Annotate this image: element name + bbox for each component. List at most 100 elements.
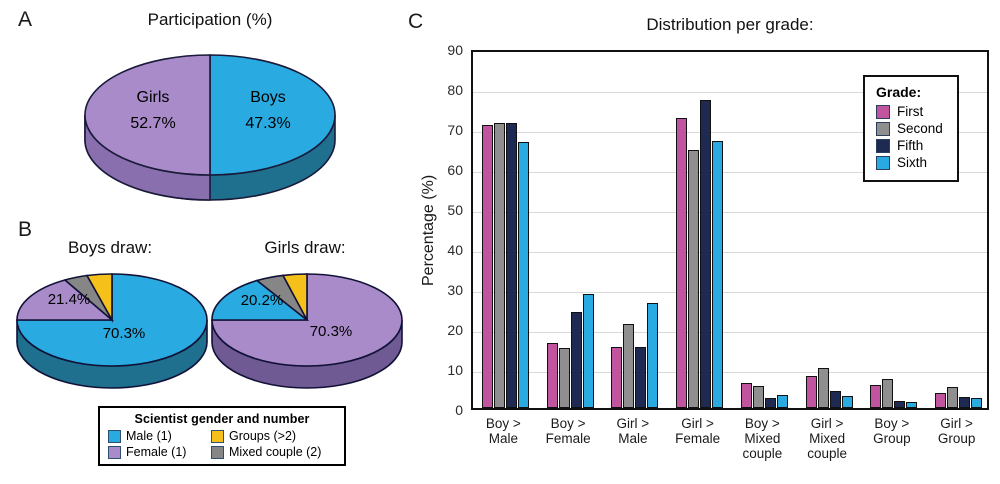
y-tick-label: 70 [447,122,463,138]
bar-first-1[interactable] [481,124,493,408]
legend-item-mixed-couple[interactable]: Mixed couple (2) [211,445,336,459]
x-label-line: Boy > [485,416,521,431]
y-axis-label: Percentage (%) [420,174,437,286]
x-axis-label: Girl > Mixed couple [795,416,860,461]
bar-sixth-1[interactable] [517,142,529,408]
y-tick-label: 90 [447,42,463,58]
bar-fifth-1[interactable] [505,123,517,408]
gridline [473,212,987,213]
participation-pie-chart: Girls 52.7% Boys 47.3% [75,40,345,201]
grade-legend-item-sixth[interactable]: Sixth [876,155,943,170]
x-label-line: Female [675,431,721,447]
bar-sixth-4[interactable] [712,140,724,408]
gridline [473,172,987,173]
legend-label-male: Male (1) [126,429,172,443]
x-axis-label: Boy > Group [860,416,925,446]
y-tick-label: 20 [447,322,463,338]
bar-fifth-3[interactable] [635,346,647,408]
grade-legend-item-fifth[interactable]: Fifth [876,138,943,153]
x-label-line: Girl > [616,416,650,431]
x-label-line: Girl > [681,416,714,431]
boys-draw-pie-chart: 21.4% 70.3% [12,264,212,389]
pie-b-boys-svg: 21.4% 70.3% [16,273,208,389]
bar-sixth-8[interactable] [971,398,983,408]
bar-sixth-3[interactable] [647,302,659,408]
bar-second-7[interactable] [882,379,894,408]
bar-second-8[interactable] [947,387,959,408]
panel-letter-a: A [18,8,33,31]
bar-sixth-7[interactable] [906,402,918,408]
bar-second-3[interactable] [623,324,635,408]
pie-slice-boys [209,54,336,176]
grade-legend-label-fifth: Fifth [897,138,924,153]
panel-letter-b: B [18,218,33,241]
x-label-line: Female [545,431,591,447]
y-tick-label: 40 [447,242,463,258]
pie-slice-female [211,273,403,367]
bar-first-6[interactable] [805,375,817,408]
x-label-line: Group [937,431,976,447]
bar-first-8[interactable] [935,392,947,408]
bar-fifth-4[interactable] [700,100,712,408]
gridline [473,292,987,293]
grade-legend-title: Grade: [876,84,922,100]
bar-fifth-8[interactable] [959,397,971,408]
bar-group [862,52,927,408]
bar-first-2[interactable] [546,343,558,408]
pie-a-boys-value: 47.3% [245,115,290,132]
bar-second-5[interactable] [752,386,764,408]
gridline [473,132,987,133]
grade-legend-label-second: Second [897,121,943,136]
pie-slice-male [211,279,310,321]
bar-sixth-5[interactable] [776,394,788,408]
y-tick-label: 30 [447,282,463,298]
bar-second-2[interactable] [558,347,570,408]
gridline [473,92,987,93]
x-label-line: Mixed [744,431,781,447]
pie-slice-female [16,279,115,321]
legend-swatch-male [108,429,121,443]
grade-legend-item-second[interactable]: Second [876,121,943,136]
bar-fifth-7[interactable] [894,401,906,408]
legend-item-groups[interactable]: Groups (>2) [211,429,336,443]
bar-first-4[interactable] [676,118,688,408]
pie-b-girls-svg: 20.2% 70.3% [211,273,403,389]
x-label-line: couple [807,446,848,462]
x-label-line: Girl > [940,416,973,431]
bar-second-1[interactable] [493,122,505,408]
x-axis-label: Girl > Female [665,416,730,446]
bar-fifth-6[interactable] [829,391,841,408]
grade-legend: Grade: First Second Fifth Sixth [863,75,959,182]
x-label-line: couple [742,446,783,462]
bar-group [797,52,862,408]
bar-group [538,52,603,408]
x-axis-label: Boy > Mixed couple [730,416,795,461]
pie-slice-girls [84,54,211,176]
bar-first-3[interactable] [611,346,623,408]
bar-fifth-2[interactable] [570,312,582,408]
grade-legend-swatch-second [876,121,890,136]
bar-sixth-6[interactable] [841,396,853,408]
bar-sixth-2[interactable] [582,294,594,408]
bar-first-5[interactable] [740,382,752,408]
y-tick-label: 60 [447,162,463,178]
panel-a-title: Participation (%) [147,10,273,29]
panel-c-title: Distribution per grade: [646,15,814,34]
grade-legend-label-sixth: Sixth [897,155,928,170]
legend-swatch-mixed-couple [211,445,225,459]
grade-legend-item-first[interactable]: First [876,104,943,119]
girls-draw-title: Girls draw: [264,238,346,257]
legend-item-male[interactable]: Male (1) [108,429,201,443]
bar-group [926,52,991,408]
x-axis-label: Girl > Group [924,416,989,446]
x-label-line: Mixed [809,431,846,447]
legend-item-female[interactable]: Female (1) [108,445,201,459]
x-label-line: Girl > [810,416,844,431]
bars-layer [473,52,987,408]
bar-first-7[interactable] [870,384,882,408]
bar-second-6[interactable] [817,368,829,408]
gridline [473,252,987,253]
bar-second-4[interactable] [688,150,700,408]
bar-fifth-5[interactable] [764,398,776,408]
